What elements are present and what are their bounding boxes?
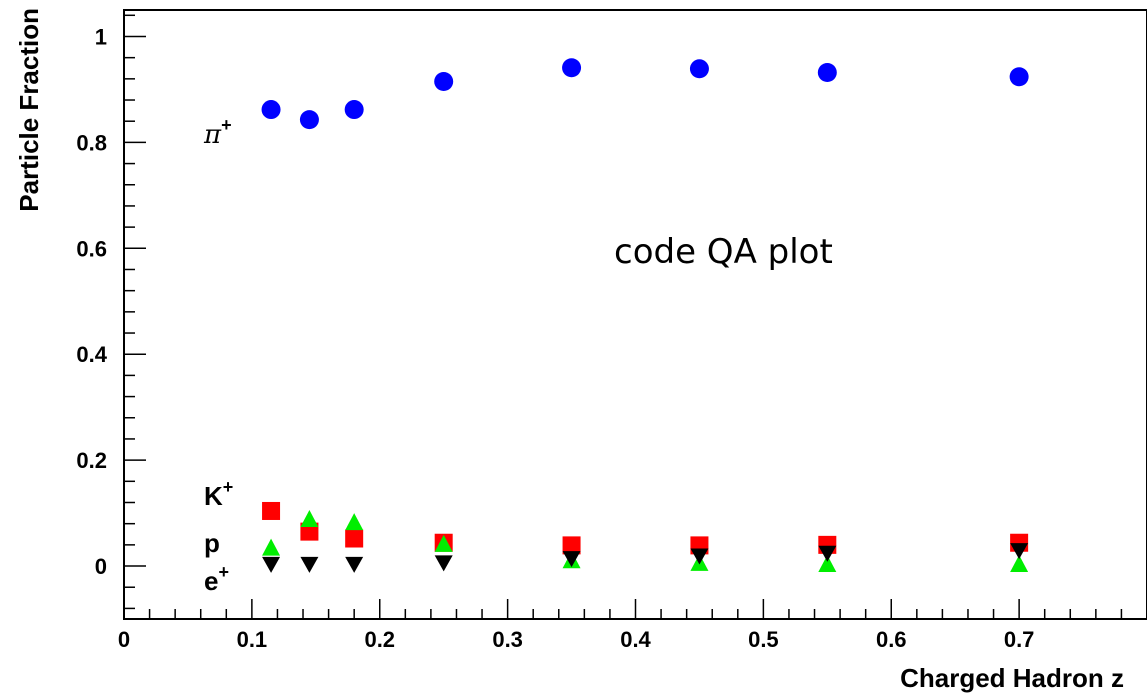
e-plus-point (345, 556, 364, 573)
proton-point (1010, 554, 1029, 572)
e-plus-point (1010, 543, 1029, 560)
pi-plus-label: π+ (203, 115, 232, 150)
proton-point (345, 513, 364, 531)
y-tick-label: 0 (95, 554, 107, 579)
e-plus-point (690, 548, 709, 565)
y-tick-label: 0.4 (76, 342, 107, 367)
proton-label: p (204, 528, 220, 558)
k-plus-point (345, 529, 364, 548)
e-plus-point (434, 555, 453, 572)
pi-plus-point (261, 100, 281, 120)
e-plus-point (300, 556, 319, 573)
pi-plus-point (817, 62, 837, 82)
x-tick-label: 0 (118, 627, 130, 652)
proton-point (434, 534, 453, 552)
k-plus-point (262, 501, 281, 520)
code-qa-annotation: code QA plot (614, 232, 833, 272)
x-tick-label: 0.3 (492, 627, 523, 652)
proton-point (262, 538, 281, 556)
e-plus-point (262, 556, 281, 573)
proton-point (300, 509, 319, 527)
pi-plus-point (344, 100, 364, 120)
e-plus-point (818, 545, 837, 562)
x-tick-label: 0.6 (876, 627, 907, 652)
y-tick-label: 0.2 (76, 448, 107, 473)
x-tick-label: 0.7 (1004, 627, 1035, 652)
x-tick-label: 0.1 (237, 627, 268, 652)
y-tick-label: 1 (95, 24, 107, 49)
y-tick-label: 0.8 (76, 130, 107, 155)
e-plus-label: e+ (204, 562, 229, 596)
k-plus-point (300, 522, 319, 541)
k-plus-point (562, 536, 581, 555)
y-tick-label: 0.6 (76, 236, 107, 261)
k-plus-label: K+ (204, 477, 233, 511)
plot-frame (123, 9, 1147, 620)
x-tick-label: 0.2 (364, 627, 395, 652)
pi-plus-point (689, 59, 709, 79)
x-tick-label: 0.5 (748, 627, 779, 652)
e-plus-point (562, 551, 581, 568)
proton-point (818, 554, 837, 572)
pi-plus-point (299, 110, 319, 130)
y-axis-title: Particle Fraction (14, 8, 44, 212)
x-axis-title: Charged Hadron z (900, 663, 1124, 693)
x-tick-label: 0.4 (620, 627, 651, 652)
pi-plus-point (434, 71, 454, 91)
pi-plus-point (562, 58, 582, 78)
pi-plus-point (1009, 67, 1029, 87)
